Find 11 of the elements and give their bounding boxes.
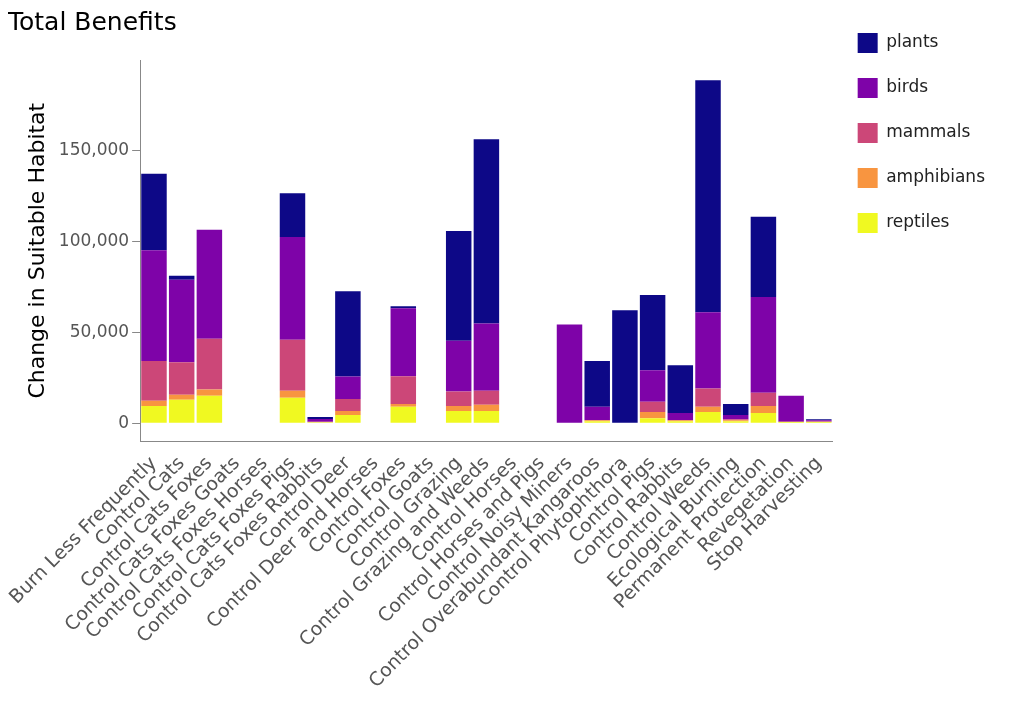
y-axis-title: Change in Suitable Habitat [24,102,50,399]
chart-title: Total Benefits [7,6,177,36]
y-tick-label: 0 [118,411,130,432]
legend-label: reptiles [886,211,950,232]
legend-label: mammals [886,121,971,142]
y-tick-label: 150,000 [58,139,130,160]
legend-label: plants [886,31,939,52]
legend-label: birds [886,76,929,97]
y-tick-label: 100,000 [58,230,130,251]
y-tick-label: 50,000 [69,320,130,341]
legend-label: amphibians [886,166,986,187]
